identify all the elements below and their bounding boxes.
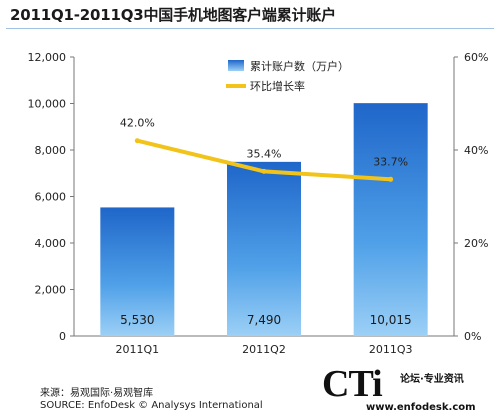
bar-value-label: 7,490: [247, 313, 281, 327]
watermark-url: www.enfodesk.com: [366, 402, 476, 413]
source-en: SOURCE: EnfoDesk © Analysys Internationa…: [40, 400, 263, 411]
chart-title: 2011Q1-2011Q3中国手机地图客户端累计账户: [10, 6, 336, 24]
growth-rate-label: 42.0%: [120, 117, 155, 130]
right-axis-tick-label: 60%: [464, 51, 488, 64]
bar-value-label: 5,530: [120, 313, 154, 327]
x-axis-tick-label: 2011Q1: [116, 343, 160, 356]
left-axis-tick-label: 4,000: [35, 237, 67, 250]
legend-bar-label: 累计账户数（万户）: [250, 59, 349, 73]
bar-2011Q3: [353, 103, 428, 337]
right-axis-tick-label: 40%: [464, 144, 488, 157]
growth-rate-point: [261, 168, 267, 174]
left-axis-tick-label: 12,000: [28, 51, 67, 64]
source-cn: 来源：易观国际·易观智库: [40, 388, 154, 399]
left-axis-tick-label: 10,000: [28, 98, 67, 111]
left-axis-tick-label: 8,000: [35, 144, 67, 157]
x-axis-tick-label: 2011Q2: [242, 343, 286, 356]
bar-2011Q1: [100, 207, 175, 336]
left-axis-tick-label: 2,000: [35, 284, 67, 297]
right-axis-tick-label: 20%: [464, 237, 488, 250]
bar-value-label: 10,015: [370, 313, 412, 327]
bar-2011Q2: [227, 161, 301, 336]
title-divider: [6, 28, 494, 29]
watermark: CTi 论坛·专业资讯 www.enfodesk.com: [322, 362, 498, 418]
watermark-tagline: 论坛·专业资讯: [400, 374, 464, 385]
legend-bar-swatch: [228, 60, 244, 71]
right-axis-tick-label: 0%: [464, 330, 481, 343]
growth-rate-point: [134, 138, 140, 144]
left-axis-tick-label: 0: [59, 330, 66, 343]
growth-rate-label: 33.7%: [373, 155, 408, 168]
left-axis-tick-label: 6,000: [35, 191, 67, 204]
growth-rate-label: 35.4%: [247, 147, 282, 160]
growth-rate-point: [388, 176, 394, 182]
x-axis-tick-label: 2011Q3: [369, 343, 413, 356]
legend-line-label: 环比增长率: [250, 79, 305, 93]
watermark-logo: CTi: [322, 363, 383, 405]
